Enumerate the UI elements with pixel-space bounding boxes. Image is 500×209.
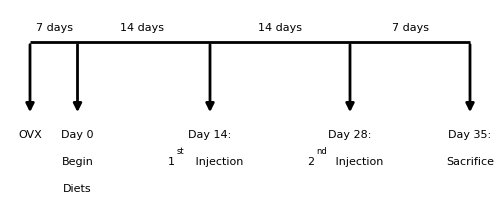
Text: Day 28:: Day 28: bbox=[328, 130, 372, 140]
Text: 7 days: 7 days bbox=[36, 23, 72, 33]
Text: Day 35:: Day 35: bbox=[448, 130, 492, 140]
Text: 1: 1 bbox=[168, 157, 174, 167]
Text: Injection: Injection bbox=[332, 157, 384, 167]
Text: Sacrifice: Sacrifice bbox=[446, 157, 494, 167]
Text: Day 0: Day 0 bbox=[61, 130, 94, 140]
Text: 7 days: 7 days bbox=[392, 23, 428, 33]
Text: 14 days: 14 days bbox=[120, 23, 164, 33]
Text: nd: nd bbox=[316, 147, 327, 156]
Text: Day 14:: Day 14: bbox=[188, 130, 232, 140]
Text: Diets: Diets bbox=[63, 184, 92, 194]
Text: 2: 2 bbox=[308, 157, 314, 167]
Text: Injection: Injection bbox=[192, 157, 244, 167]
Text: st: st bbox=[176, 147, 184, 156]
Text: OVX: OVX bbox=[18, 130, 42, 140]
Text: 14 days: 14 days bbox=[258, 23, 302, 33]
Text: Begin: Begin bbox=[62, 157, 94, 167]
